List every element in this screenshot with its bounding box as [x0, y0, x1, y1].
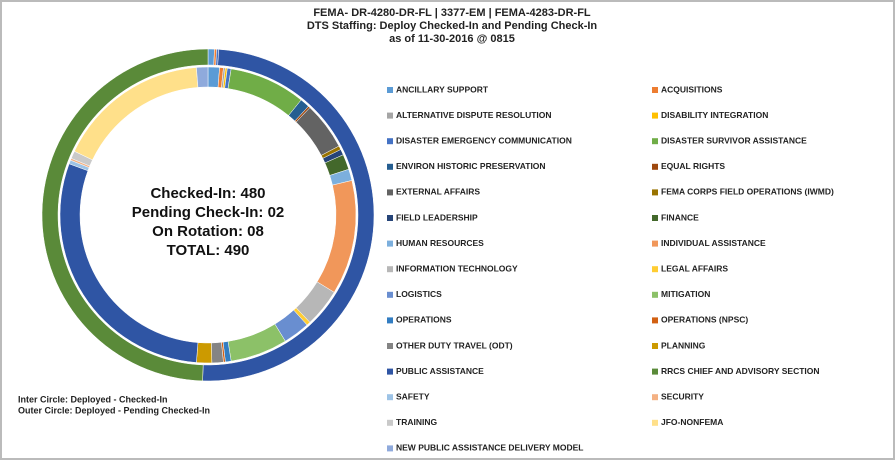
ring-segment — [211, 342, 224, 364]
legend-swatch — [387, 419, 393, 426]
legend-label: ENVIRON HISTORIC PRESERVATION — [396, 161, 546, 171]
ring-segment — [41, 48, 209, 382]
legend-label: HUMAN RESOURCES — [396, 238, 484, 248]
legend-swatch — [387, 266, 393, 273]
ring-segment — [196, 66, 209, 88]
legend-swatch — [387, 112, 393, 119]
center-text: TOTAL: 490 — [167, 242, 250, 259]
rings — [41, 48, 375, 382]
ring-segment — [196, 342, 213, 364]
legend-swatch — [387, 87, 393, 93]
legend-swatch — [387, 189, 393, 196]
legend-label: FEMA CORPS FIELD OPERATIONS (IWMD) — [661, 187, 834, 197]
legend-swatch — [652, 163, 658, 170]
legend-label: SAFETY — [396, 391, 430, 401]
legend-label: TRAINING — [396, 417, 437, 427]
legend: ANCILLARY SUPPORT ACQUISITIONS ALTERNATIVE… — [387, 84, 834, 453]
legend-label: DISASTER SURVIVOR ASSISTANCE — [661, 135, 807, 145]
legend-label: DISASTER EMERGENCY COMMUNICATION — [396, 135, 572, 145]
title-line: FEMA- DR-4280-DR-FL | 3377-EM | FEMA-428… — [313, 7, 591, 19]
legend-swatch — [652, 419, 658, 426]
legend-swatch — [652, 189, 658, 196]
legend-swatch — [387, 343, 393, 349]
legend-swatch — [387, 215, 393, 221]
legend-swatch — [652, 240, 658, 247]
center-text: Pending Check-In: 02 — [132, 204, 285, 221]
title-line: as of 11-30-2016 @ 0815 — [389, 33, 515, 45]
legend-label: LOGISTICS — [396, 289, 442, 299]
legend-label: OPERATIONS (NPSC) — [661, 315, 748, 325]
ring-segment — [207, 66, 220, 88]
legend-swatch — [387, 291, 393, 298]
legend-swatch — [652, 317, 658, 324]
legend-swatch — [387, 163, 393, 170]
legend-label: OTHER DUTY TRAVEL (ODT) — [396, 340, 513, 350]
legend-label: EXTERNAL AFFAIRS — [396, 187, 480, 197]
legend-swatch — [652, 394, 658, 401]
legend-swatch — [387, 138, 393, 145]
legend-swatch — [652, 368, 658, 375]
legend-swatch — [652, 343, 658, 349]
legend-label: ALTERNATIVE DISPUTE RESOLUTION — [396, 110, 552, 120]
legend-swatch — [652, 138, 658, 145]
ring-segment — [202, 49, 375, 382]
legend-label: PLANNING — [661, 340, 706, 350]
center-text: Checked-In: 480 — [150, 185, 265, 202]
legend-swatch — [387, 317, 393, 324]
legend-label: PUBLIC ASSISTANCE — [396, 366, 484, 376]
legend-label: INDIVIDUAL ASSISTANCE — [661, 238, 766, 248]
legend-label: LEGAL AFFAIRS — [661, 263, 728, 273]
legend-label: INFORMATION TECHNOLOGY — [396, 263, 518, 273]
legend-swatch — [652, 266, 658, 273]
legend-swatch — [652, 87, 658, 93]
note: Outer Circle: Deployed - Pending Checked… — [18, 405, 210, 415]
legend-swatch — [387, 394, 393, 401]
legend-swatch — [652, 215, 658, 221]
legend-label: SECURITY — [661, 391, 704, 401]
center-text: On Rotation: 08 — [152, 223, 264, 240]
legend-swatch — [652, 112, 658, 119]
legend-label: EQUAL RIGHTS — [661, 161, 725, 171]
legend-label: FINANCE — [661, 212, 699, 222]
legend-label: NEW PUBLIC ASSISTANCE DELIVERY MODEL — [396, 443, 584, 453]
title-line: DTS Staffing: Deploy Checked-In and Pend… — [307, 20, 598, 32]
legend-label: OPERATIONS — [396, 315, 452, 325]
legend-label: ANCILLARY SUPPORT — [396, 84, 489, 94]
legend-label: ACQUISITIONS — [661, 84, 723, 94]
note: Inter Circle: Deployed - Checked-In — [18, 394, 168, 404]
ring-segment — [207, 48, 215, 66]
legend-swatch — [387, 240, 393, 247]
legend-swatch — [652, 291, 658, 298]
legend-label: FIELD LEADERSHIP — [396, 212, 478, 222]
legend-label: MITIGATION — [661, 289, 710, 299]
legend-label: RRCS CHIEF AND ADVISORY SECTION — [661, 366, 820, 376]
legend-label: DISABILITY INTEGRATION — [661, 110, 768, 120]
legend-swatch — [387, 445, 393, 452]
legend-label: JFO-NONFEMA — [661, 417, 723, 427]
legend-swatch — [387, 368, 393, 375]
